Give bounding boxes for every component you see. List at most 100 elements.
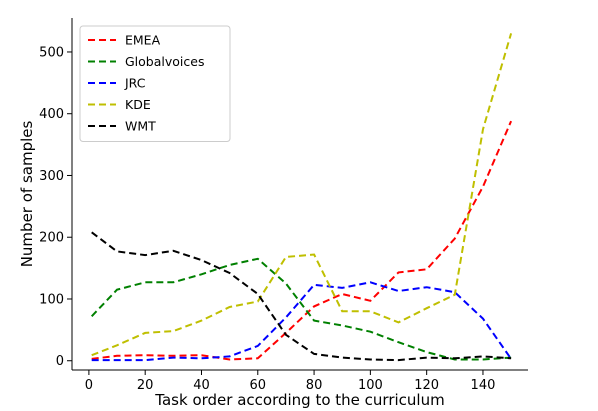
data-point-emea — [398, 271, 400, 273]
data-point-wmt — [313, 353, 315, 355]
data-point-wmt — [369, 359, 371, 361]
legend: EMEA Globalvoices JRC KDE WMT — [79, 25, 231, 142]
data-point-globalvoices — [341, 325, 343, 327]
x-tick-label: 20 — [137, 378, 154, 393]
data-point-emea — [454, 237, 456, 239]
data-point-jrc — [398, 290, 400, 292]
data-point-globalvoices — [482, 359, 484, 361]
plot-area — [90, 32, 513, 362]
x-tick-label: 0 — [85, 378, 93, 393]
x-tick-label: 120 — [414, 378, 439, 393]
data-point-emea — [144, 354, 146, 356]
data-point-globalvoices — [229, 264, 231, 266]
data-point-wmt — [144, 254, 146, 256]
data-point-globalvoices — [285, 283, 287, 285]
data-point-kde — [369, 310, 371, 312]
data-point-wmt — [510, 357, 512, 359]
data-point-jrc — [285, 317, 287, 319]
data-point-kde — [510, 32, 512, 34]
legend-label: EMEA — [125, 33, 161, 48]
series-line-kde — [91, 33, 513, 357]
data-point-kde — [313, 254, 315, 256]
data-point-emea — [510, 120, 512, 122]
series-line-globalvoices — [90, 257, 512, 361]
data-point-emea — [200, 354, 202, 356]
x-tick-label: 100 — [358, 378, 383, 393]
data-point-emea — [229, 359, 231, 361]
data-point-kde — [482, 128, 484, 130]
y-tick-label: 200 — [39, 231, 64, 246]
data-point-emea — [426, 268, 428, 270]
data-point-jrc — [91, 359, 93, 361]
data-point-globalvoices — [116, 289, 118, 291]
data-point-kde — [454, 294, 456, 296]
x-tick-label: 60 — [250, 378, 267, 393]
series-line-emea — [91, 120, 513, 361]
data-point-globalvoices — [144, 281, 146, 283]
data-point-wmt — [257, 293, 259, 295]
legend-frame — [79, 25, 231, 142]
y-tick-label: 0 — [56, 354, 64, 369]
x-tick-label: 80 — [306, 378, 323, 393]
data-point-wmt — [229, 272, 231, 274]
series-line-jrc — [91, 281, 512, 362]
data-point-emea — [369, 300, 371, 302]
data-point-globalvoices — [91, 315, 93, 317]
data-point-wmt — [285, 334, 287, 336]
legend-label: JRC — [124, 76, 146, 91]
legend-label: Globalvoices — [125, 54, 204, 69]
data-point-wmt — [91, 231, 93, 233]
data-point-kde — [172, 330, 174, 332]
data-point-emea — [172, 355, 174, 357]
data-point-jrc — [341, 287, 343, 289]
data-point-wmt — [200, 259, 202, 261]
y-tick-label: 500 — [39, 45, 64, 60]
series-line-wmt — [91, 231, 512, 362]
data-point-jrc — [172, 357, 174, 359]
axes: 0 20 40 60 80 100 120 140 0 100 200 300 400 500 — [39, 18, 528, 393]
data-point-kde — [398, 321, 400, 323]
data-point-kde — [91, 354, 93, 356]
data-point-jrc — [229, 355, 231, 357]
data-point-kde — [341, 310, 343, 312]
data-point-globalvoices — [369, 331, 371, 333]
data-point-jrc — [482, 318, 484, 320]
data-point-wmt — [454, 357, 456, 359]
legend-label: WMT — [125, 119, 156, 134]
data-point-kde — [200, 320, 202, 322]
data-point-globalvoices — [200, 273, 202, 275]
data-point-jrc — [144, 359, 146, 361]
data-point-globalvoices — [398, 341, 400, 343]
y-tick-label: 300 — [39, 169, 64, 184]
data-point-wmt — [482, 355, 484, 357]
data-point-wmt — [341, 357, 343, 359]
data-point-kde — [426, 307, 428, 309]
data-point-jrc — [313, 284, 315, 286]
x-axis-title: Task order according to the curriculum — [154, 391, 444, 409]
data-point-jrc — [200, 357, 202, 359]
data-point-wmt — [426, 357, 428, 359]
data-point-globalvoices — [257, 258, 259, 260]
data-point-kde — [116, 344, 118, 346]
data-point-wmt — [116, 250, 118, 252]
data-point-emea — [313, 305, 315, 307]
y-axis-title: Number of samples — [18, 121, 36, 268]
data-point-emea — [257, 357, 259, 359]
x-tick-label: 140 — [471, 378, 496, 393]
data-point-wmt — [398, 359, 400, 361]
data-point-kde — [229, 306, 231, 308]
data-point-emea — [482, 186, 484, 188]
data-point-wmt — [172, 250, 174, 252]
data-point-emea — [341, 293, 343, 295]
data-point-globalvoices — [313, 320, 315, 322]
data-point-emea — [116, 355, 118, 357]
data-point-jrc — [257, 345, 259, 347]
y-tick-label: 100 — [39, 292, 64, 307]
legend-label: KDE — [125, 97, 151, 112]
data-point-globalvoices — [426, 351, 428, 353]
y-tick-label: 400 — [39, 107, 64, 122]
data-point-jrc — [426, 286, 428, 288]
data-point-kde — [285, 256, 287, 258]
